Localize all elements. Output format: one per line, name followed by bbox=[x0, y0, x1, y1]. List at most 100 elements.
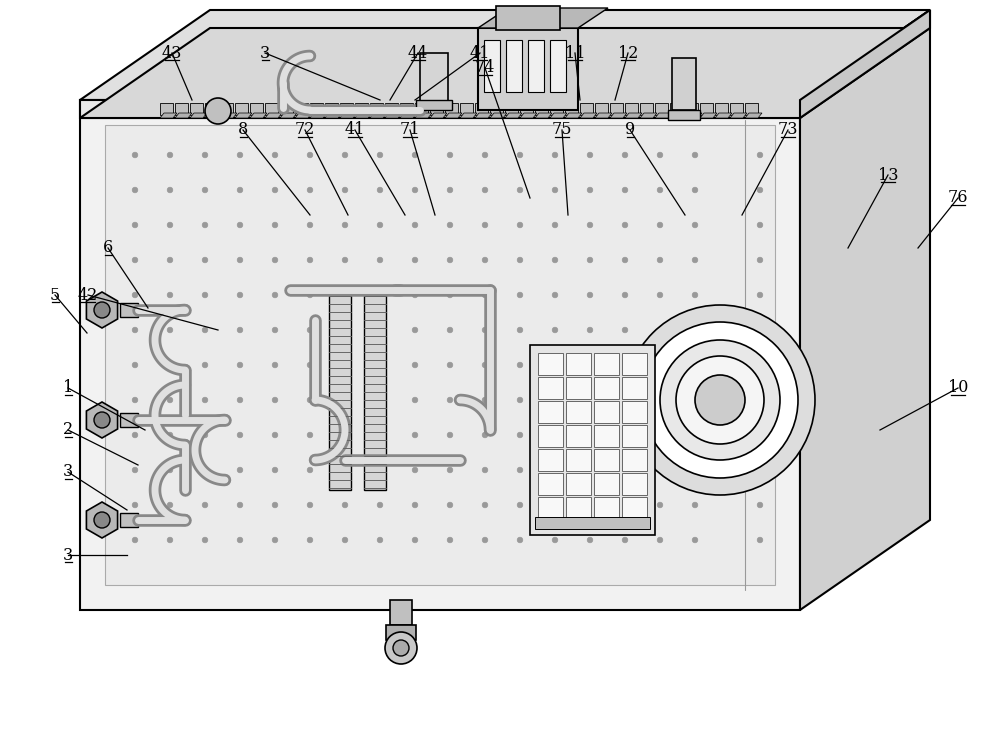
Bar bbox=[640, 103, 653, 115]
Circle shape bbox=[552, 152, 558, 158]
Bar bbox=[622, 497, 647, 519]
Circle shape bbox=[552, 502, 558, 508]
Circle shape bbox=[657, 257, 663, 263]
Polygon shape bbox=[190, 113, 207, 118]
Polygon shape bbox=[250, 113, 267, 118]
Circle shape bbox=[167, 537, 173, 543]
Circle shape bbox=[94, 302, 110, 318]
Circle shape bbox=[447, 187, 453, 193]
Bar bbox=[580, 103, 593, 115]
Bar bbox=[490, 103, 503, 115]
Bar bbox=[550, 103, 563, 115]
Text: 44: 44 bbox=[408, 45, 428, 62]
Bar bbox=[386, 625, 416, 640]
Bar bbox=[566, 377, 591, 399]
Circle shape bbox=[517, 222, 523, 228]
Bar bbox=[622, 353, 647, 375]
Circle shape bbox=[132, 537, 138, 543]
Bar bbox=[120, 303, 138, 317]
Polygon shape bbox=[460, 113, 477, 118]
Circle shape bbox=[342, 222, 348, 228]
Circle shape bbox=[657, 187, 663, 193]
Circle shape bbox=[757, 257, 763, 263]
Circle shape bbox=[757, 292, 763, 298]
Bar bbox=[355, 103, 368, 115]
Circle shape bbox=[587, 537, 593, 543]
Bar bbox=[535, 517, 650, 529]
Circle shape bbox=[622, 362, 628, 368]
Circle shape bbox=[552, 257, 558, 263]
Text: 75: 75 bbox=[552, 121, 572, 139]
Circle shape bbox=[307, 187, 313, 193]
Bar bbox=[594, 377, 619, 399]
Bar bbox=[535, 103, 548, 115]
Bar bbox=[566, 473, 591, 495]
Bar bbox=[475, 103, 488, 115]
Circle shape bbox=[517, 187, 523, 193]
Circle shape bbox=[587, 502, 593, 508]
Bar bbox=[538, 401, 563, 423]
Bar bbox=[385, 103, 398, 115]
Polygon shape bbox=[625, 113, 642, 118]
Circle shape bbox=[342, 187, 348, 193]
Text: 1: 1 bbox=[63, 379, 73, 396]
Polygon shape bbox=[610, 113, 627, 118]
Circle shape bbox=[447, 152, 453, 158]
Circle shape bbox=[412, 467, 418, 473]
Circle shape bbox=[202, 187, 208, 193]
Circle shape bbox=[132, 467, 138, 473]
Bar bbox=[416, 100, 452, 110]
Text: 71: 71 bbox=[400, 121, 420, 139]
Circle shape bbox=[552, 397, 558, 403]
Polygon shape bbox=[415, 113, 432, 118]
Bar bbox=[538, 425, 563, 447]
Bar bbox=[625, 103, 638, 115]
Circle shape bbox=[587, 152, 593, 158]
Circle shape bbox=[482, 467, 488, 473]
Bar bbox=[280, 103, 293, 115]
Circle shape bbox=[202, 327, 208, 333]
Circle shape bbox=[272, 327, 278, 333]
Circle shape bbox=[676, 356, 764, 444]
Circle shape bbox=[272, 537, 278, 543]
Circle shape bbox=[307, 257, 313, 263]
Text: 41: 41 bbox=[345, 121, 365, 139]
Circle shape bbox=[657, 362, 663, 368]
Circle shape bbox=[167, 362, 173, 368]
Bar bbox=[622, 425, 647, 447]
Circle shape bbox=[622, 292, 628, 298]
Circle shape bbox=[237, 187, 243, 193]
Circle shape bbox=[517, 152, 523, 158]
Polygon shape bbox=[475, 113, 492, 118]
Circle shape bbox=[552, 187, 558, 193]
Polygon shape bbox=[430, 113, 447, 118]
Bar bbox=[668, 110, 700, 120]
Circle shape bbox=[622, 327, 628, 333]
Circle shape bbox=[377, 187, 383, 193]
Bar bbox=[538, 449, 563, 471]
Text: 2: 2 bbox=[63, 422, 73, 439]
Circle shape bbox=[412, 292, 418, 298]
Circle shape bbox=[237, 362, 243, 368]
Circle shape bbox=[377, 467, 383, 473]
Circle shape bbox=[517, 362, 523, 368]
Polygon shape bbox=[355, 113, 372, 118]
Circle shape bbox=[517, 432, 523, 438]
Circle shape bbox=[237, 152, 243, 158]
Circle shape bbox=[692, 222, 698, 228]
Bar bbox=[190, 103, 203, 115]
Circle shape bbox=[412, 432, 418, 438]
Circle shape bbox=[202, 292, 208, 298]
Circle shape bbox=[393, 640, 409, 656]
Circle shape bbox=[447, 327, 453, 333]
Circle shape bbox=[692, 537, 698, 543]
Circle shape bbox=[167, 222, 173, 228]
Bar bbox=[594, 497, 619, 519]
Bar bbox=[400, 103, 413, 115]
Bar bbox=[460, 103, 473, 115]
Polygon shape bbox=[310, 113, 327, 118]
Circle shape bbox=[377, 362, 383, 368]
Circle shape bbox=[94, 412, 110, 428]
Circle shape bbox=[447, 432, 453, 438]
Bar bbox=[295, 103, 308, 115]
